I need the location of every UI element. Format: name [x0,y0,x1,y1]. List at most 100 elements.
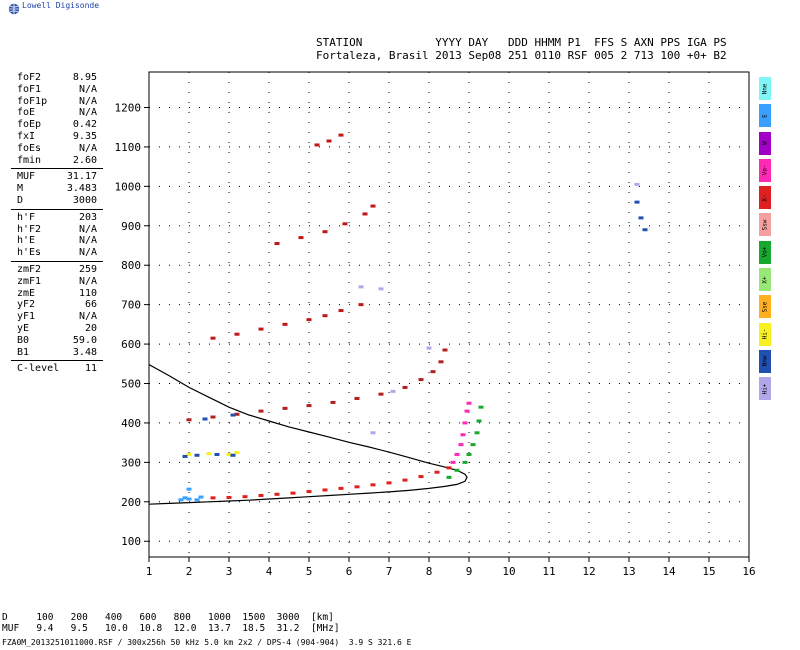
echo-point [282,322,288,326]
legend-swatch: Nnw [759,349,771,373]
distance-value: 1000 [207,612,243,623]
echo-point [378,287,384,291]
legend-swatch: Hi+ [759,377,771,401]
muf-unit: [MHz] [310,623,340,634]
y-tick-label: 900 [121,220,141,233]
echo-point [194,498,200,502]
echo-point [470,443,476,447]
parameter-name: foF1p [17,95,48,107]
parameter-row: fxI 9.35 [17,131,97,143]
echo-point [478,405,484,409]
parameter-row: foF2 8.95 [17,72,97,84]
echo-point [362,212,368,216]
legend-swatch: X- [759,186,771,210]
echo-point [418,475,424,479]
parameter-value: N/A [78,83,97,95]
parameter-value: 8.95 [72,72,97,83]
echo-point [322,314,328,318]
distance-row: D 100 200 400 600 800 1000 1500 3000 [km… [2,612,340,623]
echo-point [330,400,336,404]
echo-point [210,336,216,340]
echo-point [462,460,468,464]
legend-swatch: Vo- [759,158,771,182]
legend-swatch: Vo+ [759,240,771,264]
echo-point [476,419,482,423]
echo-point [186,418,192,422]
muf-value: 9.4 [36,623,71,634]
echo-point [306,490,312,494]
echo-point [402,385,408,389]
parameter-row: zmF2 259 [17,264,97,276]
echo-point [242,495,248,499]
echo-point [198,495,204,499]
echo-point [370,483,376,487]
muf-value: 9.5 [70,623,105,634]
header-labels: STATION YYYY DAY DDD HHMM P1 FFS S AXN P… [316,36,727,49]
parameter-row: h'E N/A [17,235,97,247]
x-tick-label: 15 [702,565,715,578]
distance-value: 100 [36,612,71,623]
parameter-name: M [17,183,24,195]
legend-label: Hi+ [761,383,769,395]
echo-point [338,486,344,490]
x-tick-label: 10 [502,565,515,578]
parameter-value: 203 [78,211,97,223]
muf-value: 10.8 [139,623,174,634]
y-tick-label: 700 [121,299,141,312]
footer-info: FZA0M_2013251011000.RSF / 300x256h 50 kH… [2,638,412,647]
legend-label: Ssw [761,219,769,231]
parameter-separator [11,208,103,210]
echo-point [314,143,320,147]
echo-point [230,413,236,417]
globe-icon [8,3,20,15]
parameter-name: B1 [17,346,30,358]
parameter-table: foF2 8.95 foF1 N/A foF1p N/A foE N/A foEp 0.42 fxI… [11,72,103,375]
parameter-name: h'F2 [17,223,42,235]
echo-point [322,230,328,234]
parameter-value: N/A [78,235,97,247]
header-values: Fortaleza, Brasil 2013 Sep08 251 0110 RS… [316,49,727,62]
parameter-row: foEp 0.42 [17,119,97,131]
parameter-row: h'F2 N/A [17,224,97,236]
parameter-row: foF1p N/A [17,96,97,108]
echo-point [342,222,348,226]
echo-point [186,497,192,501]
distance-unit: [km] [310,612,334,623]
echo-point [274,492,280,496]
legend-label: E [761,113,769,118]
legend-label: X+ [761,275,769,284]
distance-value: 800 [173,612,208,623]
muf-table: D 100 200 400 600 800 1000 1500 3000 [km… [2,612,340,634]
distance-value: 200 [70,612,105,623]
echo-point [186,452,192,456]
echo-point [358,303,364,307]
parameter-separator [11,260,103,262]
muf-value: 13.7 [207,623,243,634]
legend-label: Vo+ [761,246,769,258]
parameter-name: yF2 [17,299,36,311]
legend-swatch: Ssw [759,213,771,237]
echo-point [230,453,236,457]
echo-point [430,370,436,374]
echo-point [290,491,296,495]
parameter-name: MUF [17,171,36,183]
legend-label: Nnw [761,356,769,367]
legend-swatch: Sse [759,295,771,319]
parameter-row: h'F 203 [17,212,97,224]
echo-point [354,485,360,489]
echo-point [226,495,232,499]
echo-point [178,498,184,502]
echo-point [466,401,472,405]
echo-point [282,406,288,410]
parameter-value: 31.17 [66,171,97,183]
echo-point [354,396,360,400]
parameter-name: C-level [17,363,60,375]
y-tick-label: 400 [121,417,141,430]
parameter-row: zmE 110 [17,288,97,300]
distance-value: 400 [104,612,140,623]
parameter-name: zmF2 [17,263,42,275]
x-tick-label: 2 [186,565,193,578]
muf-value: 12.0 [173,623,208,634]
echo-point [634,200,640,204]
legend-label: Vo- [761,164,769,176]
